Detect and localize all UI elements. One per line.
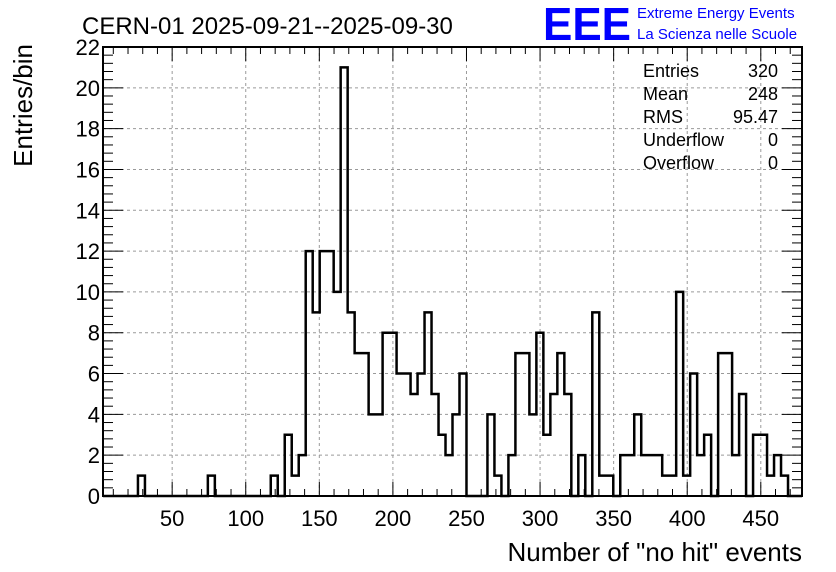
x-tick-label: 100 xyxy=(227,506,264,531)
y-tick-label: 10 xyxy=(76,280,100,305)
stats-box: Entries 320 Mean 248 RMS 95.47 Underflow 0 Overf… xyxy=(643,61,778,173)
y-tick-label: 16 xyxy=(76,157,100,182)
x-tick-label: 50 xyxy=(160,506,184,531)
y-tick-label: 18 xyxy=(76,117,100,142)
y-tick-label: 6 xyxy=(88,362,100,387)
stats-label: Underflow xyxy=(643,130,725,150)
logo-line-1: Extreme Energy Events xyxy=(637,5,795,22)
x-tick-label: 300 xyxy=(522,506,559,531)
x-tick-label: 200 xyxy=(375,506,412,531)
x-tick-label: 150 xyxy=(301,506,338,531)
stats-label: Entries xyxy=(643,61,699,81)
y-tick-label: 4 xyxy=(88,402,100,427)
y-tick-label: 12 xyxy=(76,239,100,264)
axis-ticks xyxy=(103,46,802,497)
stats-label: Overflow xyxy=(643,153,715,173)
logo-line-2: La Scienza nelle Scuole xyxy=(637,26,797,43)
eee-logo: EEE Extreme Energy Events La Scienza nel… xyxy=(543,0,797,50)
x-tick-label: 450 xyxy=(742,506,779,531)
stats-value: 320 xyxy=(748,61,778,81)
plot-frame xyxy=(102,46,803,497)
stats-label: Mean xyxy=(643,84,688,104)
y-tick-label: 0 xyxy=(88,484,100,509)
stats-value: 95.47 xyxy=(733,107,778,127)
stats-value: 248 xyxy=(748,84,778,104)
y-tick-label: 22 xyxy=(76,35,100,60)
y-tick-label: 20 xyxy=(76,76,100,101)
y-axis-label: Entries/bin xyxy=(8,44,38,167)
x-tick-label: 350 xyxy=(595,506,632,531)
y-tick-label: 2 xyxy=(88,443,100,468)
stats-value: 0 xyxy=(768,153,778,173)
tick-labels: 50 100 150 200 250 300 350 400 45002468101214161… xyxy=(76,35,780,531)
chart-title: CERN-01 2025-09-21--2025-09-30 xyxy=(82,13,453,40)
eee-logo-mark: EEE xyxy=(543,0,631,50)
stats-value: 0 xyxy=(768,130,778,150)
x-axis-label: Number of "no hit" events xyxy=(508,537,803,567)
x-tick-label: 400 xyxy=(669,506,706,531)
y-tick-label: 8 xyxy=(88,321,100,346)
stats-label: RMS xyxy=(643,107,683,127)
y-tick-label: 14 xyxy=(76,198,100,223)
x-tick-label: 250 xyxy=(448,506,485,531)
